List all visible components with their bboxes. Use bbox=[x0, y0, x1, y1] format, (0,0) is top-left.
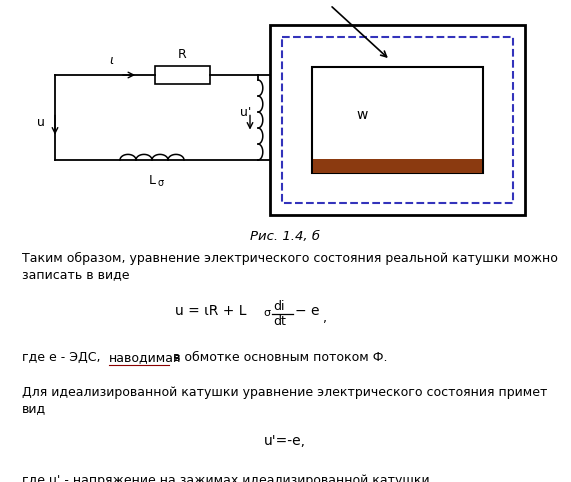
Text: dt: dt bbox=[273, 315, 286, 328]
Text: ,: , bbox=[323, 312, 327, 325]
Text: u: u bbox=[37, 116, 45, 129]
Text: Рис. 1.4, б: Рис. 1.4, б bbox=[250, 230, 320, 243]
Bar bbox=[313, 159, 482, 173]
Text: вид: вид bbox=[22, 402, 46, 415]
Text: di: di bbox=[273, 300, 284, 313]
Text: где e - ЭДС,: где e - ЭДС, bbox=[22, 351, 104, 364]
Text: наводимая: наводимая bbox=[109, 351, 182, 364]
Text: где u' - напряжение на зажимах идеализированной катушки.: где u' - напряжение на зажимах идеализир… bbox=[22, 474, 433, 482]
Text: R: R bbox=[178, 48, 187, 61]
Text: u': u' bbox=[240, 106, 252, 119]
Text: Для идеализированной катушки уравнение электрического состояния примет: Для идеализированной катушки уравнение э… bbox=[22, 387, 548, 400]
Text: w: w bbox=[356, 108, 368, 122]
Bar bbox=[155, 66, 210, 84]
Bar bbox=[270, 25, 525, 215]
Bar bbox=[282, 37, 513, 203]
Text: Таким образом, уравнение электрического состояния реальной катушки можно: Таким образом, уравнение электрического … bbox=[22, 252, 558, 265]
Text: L: L bbox=[148, 174, 155, 187]
Text: u = ιR + L: u = ιR + L bbox=[175, 304, 247, 318]
Text: записать в виде: записать в виде bbox=[22, 268, 130, 281]
Bar bbox=[312, 67, 483, 173]
Text: σ: σ bbox=[263, 308, 270, 318]
Text: σ: σ bbox=[158, 178, 164, 188]
Text: − e: − e bbox=[295, 304, 320, 318]
Text: ι: ι bbox=[110, 54, 114, 67]
Text: u'=-e,: u'=-e, bbox=[264, 434, 306, 448]
Text: в обмотке основным потоком Ф.: в обмотке основным потоком Ф. bbox=[169, 351, 388, 364]
